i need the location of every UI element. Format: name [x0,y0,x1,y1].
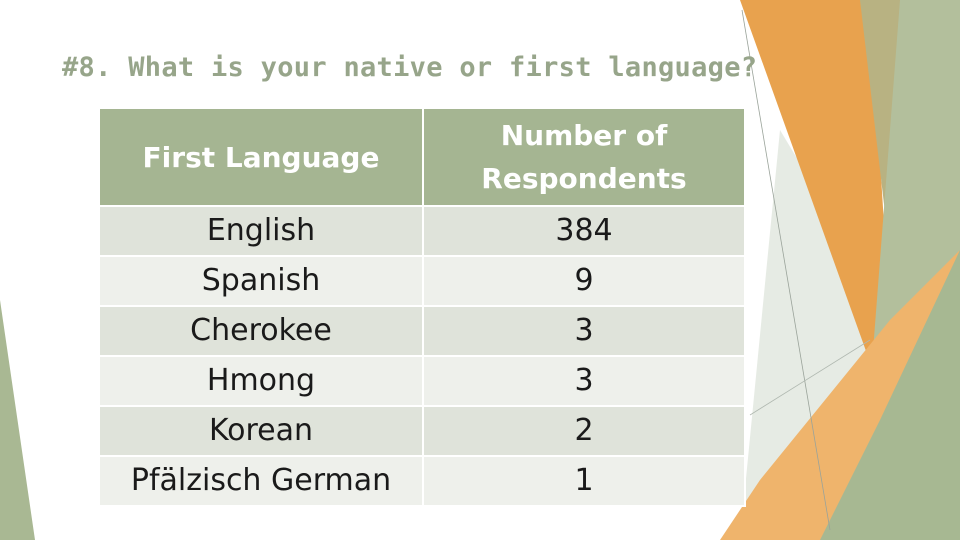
decor-line [741,9,831,531]
count-cell: 2 [422,405,746,457]
decor-green-strip-left [0,300,35,540]
count-cell: 384 [422,205,746,257]
header-first-language: First Language [98,107,424,207]
decor-line [749,339,871,416]
table-row: English 384 [98,205,746,257]
decor-green-lower [820,250,960,540]
language-cell: Hmong [98,355,424,407]
decor-orange-lower [720,250,960,540]
language-cell: Spanish [98,255,424,307]
count-cell: 3 [422,355,746,407]
table-row: Cherokee 3 [98,305,746,357]
language-table: First Language Number of Respondents Eng… [98,107,746,507]
count-cell: 3 [422,305,746,357]
table-row: Hmong 3 [98,355,746,407]
language-cell: Korean [98,405,424,457]
decor-orange-band [740,0,890,390]
language-cell: Cherokee [98,305,424,357]
table-header-row: First Language Number of Respondents [98,107,746,207]
table-row: Korean 2 [98,405,746,457]
language-cell: English [98,205,424,257]
table-row: Pfälzisch German 1 [98,455,746,507]
count-cell: 1 [422,455,746,507]
header-number-of-respondents: Number of Respondents [422,107,746,207]
slide-title: #8. What is your native or first languag… [62,52,758,83]
table-row: Spanish 9 [98,255,746,307]
language-cell: Pfälzisch German [98,455,424,507]
count-cell: 9 [422,255,746,307]
